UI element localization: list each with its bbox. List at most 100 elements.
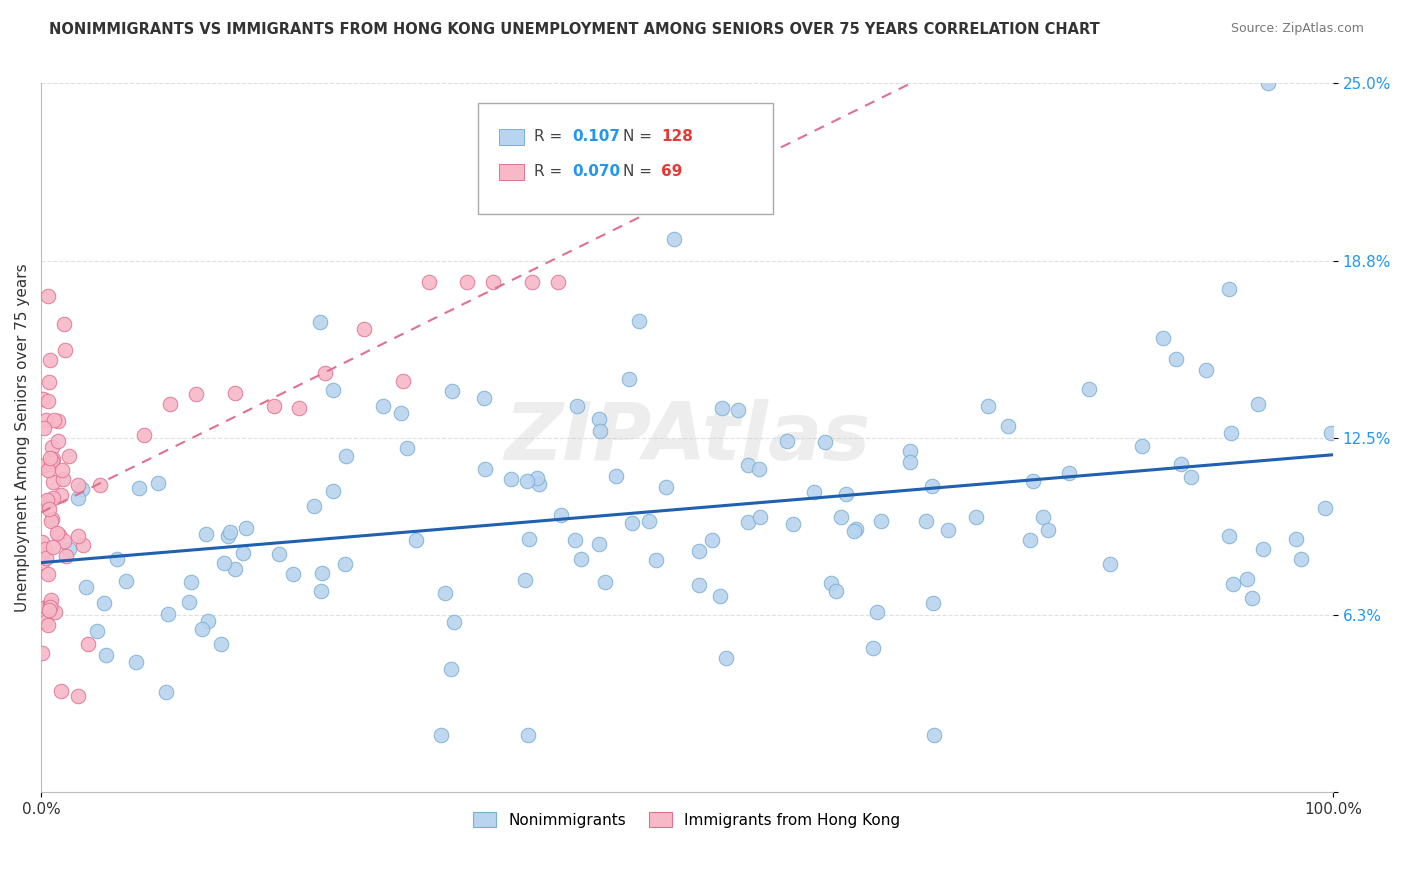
Point xyxy=(1315,501,1337,516)
Point xyxy=(1285,532,1308,546)
Point xyxy=(194,527,217,541)
Point xyxy=(41,454,63,468)
Point xyxy=(1022,474,1045,488)
Point xyxy=(803,485,825,500)
Point xyxy=(862,640,884,655)
Legend: Nonimmigrants, Immigrants from Hong Kong: Nonimmigrants, Immigrants from Hong Kong xyxy=(467,805,907,834)
Point xyxy=(520,275,543,289)
Point xyxy=(1077,382,1099,396)
Point xyxy=(513,574,536,588)
Point xyxy=(184,386,207,401)
Point xyxy=(474,392,496,406)
Point xyxy=(39,514,62,528)
Point xyxy=(86,624,108,638)
Point xyxy=(922,728,945,742)
Point xyxy=(997,419,1019,434)
Y-axis label: Unemployment Among Seniors over 75 years: Unemployment Among Seniors over 75 years xyxy=(15,263,30,612)
Point xyxy=(70,483,93,497)
Point xyxy=(605,469,627,483)
Point xyxy=(46,434,69,449)
Text: R =: R = xyxy=(534,129,568,144)
Point xyxy=(76,637,98,651)
Point xyxy=(125,656,148,670)
Point xyxy=(1320,426,1343,441)
Point xyxy=(1253,542,1275,557)
Point xyxy=(782,516,804,531)
Point xyxy=(1180,470,1202,484)
Point xyxy=(1218,282,1240,296)
Point xyxy=(1152,331,1174,345)
Point xyxy=(34,615,56,629)
Point xyxy=(48,528,70,542)
Point xyxy=(517,728,540,742)
Point xyxy=(749,509,772,524)
Point xyxy=(914,514,936,528)
Point xyxy=(41,475,63,489)
Point xyxy=(965,509,987,524)
Point xyxy=(1236,572,1258,586)
Point xyxy=(58,542,80,557)
Point xyxy=(34,541,56,556)
Point xyxy=(67,491,90,506)
Point xyxy=(304,499,326,513)
Point xyxy=(94,648,117,662)
Point xyxy=(644,553,666,567)
Point xyxy=(309,315,332,329)
Point xyxy=(212,556,235,570)
Point xyxy=(191,622,214,636)
Point xyxy=(42,452,65,467)
Text: N =: N = xyxy=(623,129,657,144)
Point xyxy=(519,532,541,546)
Point xyxy=(589,425,612,439)
Point xyxy=(66,528,89,542)
Point xyxy=(93,597,115,611)
Point xyxy=(51,463,73,477)
Point xyxy=(55,549,77,563)
Point xyxy=(288,401,311,415)
Point xyxy=(224,385,246,400)
Point xyxy=(322,484,344,499)
Point xyxy=(569,552,592,566)
Point xyxy=(115,574,138,589)
Point xyxy=(35,413,58,427)
Point xyxy=(1222,577,1244,591)
Point xyxy=(405,533,427,548)
Point xyxy=(37,393,59,408)
Point xyxy=(263,400,285,414)
Point xyxy=(688,577,710,591)
Point xyxy=(31,534,53,549)
Point xyxy=(550,508,572,523)
Point xyxy=(217,529,239,543)
Point xyxy=(37,289,59,303)
Point xyxy=(842,524,865,538)
Point xyxy=(727,403,749,417)
Point xyxy=(58,449,80,463)
Point xyxy=(32,392,55,406)
Point xyxy=(35,599,58,614)
Point xyxy=(1032,509,1054,524)
Point xyxy=(588,537,610,551)
Point xyxy=(311,566,333,580)
Point xyxy=(440,662,463,676)
Point xyxy=(39,353,62,368)
Point xyxy=(627,314,650,328)
Point xyxy=(314,366,336,380)
Point xyxy=(391,375,413,389)
Text: NONIMMIGRANTS VS IMMIGRANTS FROM HONG KONG UNEMPLOYMENT AMONG SENIORS OVER 75 YE: NONIMMIGRANTS VS IMMIGRANTS FROM HONG KO… xyxy=(49,22,1099,37)
Point xyxy=(1170,457,1192,471)
Point xyxy=(333,557,356,571)
Point xyxy=(1164,352,1187,367)
Point xyxy=(41,540,63,554)
Point xyxy=(617,372,640,386)
Point xyxy=(224,562,246,576)
Point xyxy=(31,647,53,661)
Point xyxy=(89,478,111,492)
Point xyxy=(1130,439,1153,453)
Point xyxy=(418,275,440,289)
Point xyxy=(283,566,305,581)
Point xyxy=(1247,397,1270,411)
Point xyxy=(835,487,858,501)
Point xyxy=(46,414,69,428)
Point xyxy=(1098,557,1121,571)
Point xyxy=(637,514,659,528)
